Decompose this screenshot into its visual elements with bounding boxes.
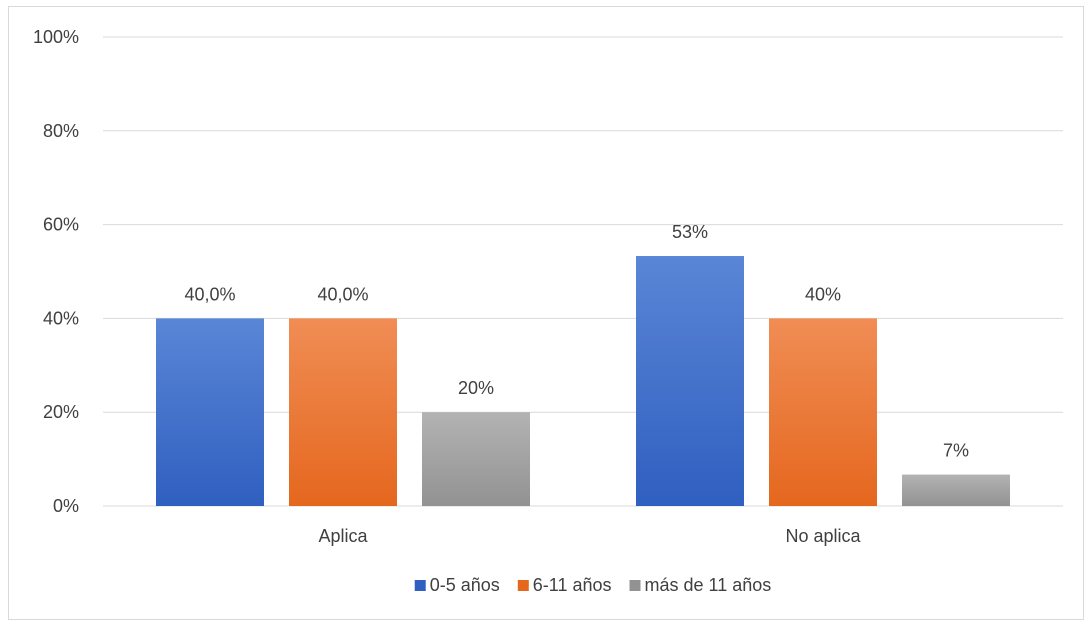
bar-0-0 bbox=[156, 318, 264, 506]
y-tick-label: 100% bbox=[33, 27, 79, 47]
data-label: 7% bbox=[943, 441, 969, 461]
bar-0-1 bbox=[636, 256, 744, 506]
chart-frame bbox=[8, 6, 1084, 620]
y-tick-label: 0% bbox=[53, 496, 79, 516]
x-axis-categories: Aplica No aplica bbox=[318, 526, 861, 546]
legend: 0-5 años 6-11 años más de 11 años bbox=[414, 575, 772, 595]
bars bbox=[156, 256, 1010, 506]
y-axis-ticks: 0% 20% 40% 60% 80% 100% bbox=[33, 27, 79, 516]
bar-2-0 bbox=[422, 412, 530, 506]
legend-label: más de 11 años bbox=[645, 575, 772, 595]
data-label: 20% bbox=[458, 378, 494, 398]
legend-label: 6-11 años bbox=[533, 575, 612, 595]
bar-2-1 bbox=[902, 474, 1010, 506]
legend-swatch bbox=[517, 580, 529, 591]
data-label: 40,0% bbox=[317, 284, 368, 304]
data-labels: 40,0% 40,0% 20% 53% 40% 7% bbox=[184, 222, 969, 461]
y-tick-label: 20% bbox=[43, 402, 79, 422]
category-label: Aplica bbox=[318, 526, 368, 546]
data-label: 53% bbox=[672, 222, 708, 242]
y-tick-label: 60% bbox=[43, 215, 79, 235]
bar-1-1 bbox=[769, 318, 877, 506]
legend-swatch bbox=[414, 580, 426, 591]
data-label: 40% bbox=[805, 284, 841, 304]
y-tick-label: 80% bbox=[43, 121, 79, 141]
bar-1-0 bbox=[289, 318, 397, 506]
category-label: No aplica bbox=[785, 526, 861, 546]
data-label: 40,0% bbox=[184, 284, 235, 304]
y-tick-label: 40% bbox=[43, 308, 79, 328]
legend-label: 0-5 años bbox=[430, 575, 500, 595]
legend-swatch bbox=[629, 580, 641, 591]
